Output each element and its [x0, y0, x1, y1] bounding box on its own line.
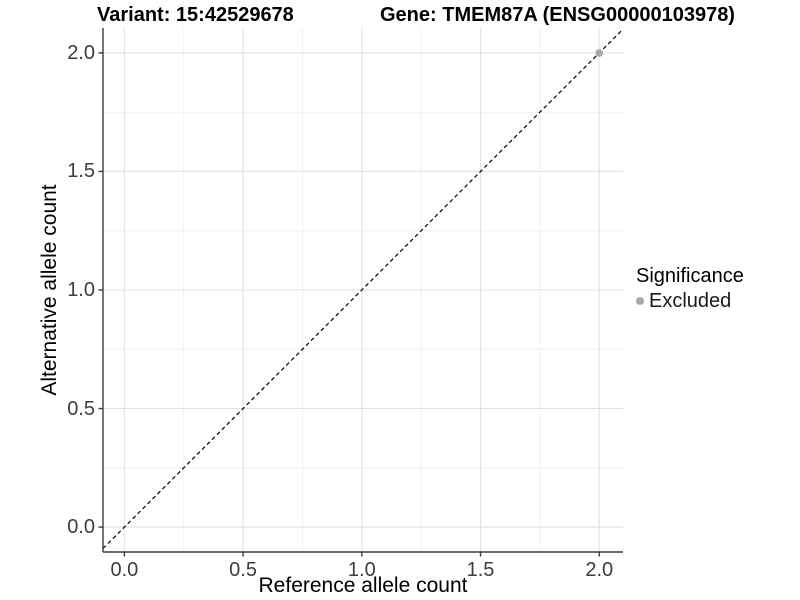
- x-tick-label: 1.0: [347, 559, 376, 581]
- y-tick-label: 1.5: [67, 160, 95, 183]
- y-tick-label: 2.0: [67, 41, 95, 64]
- legend-key-point-icon: [636, 297, 644, 305]
- legend: Significance Excluded: [636, 264, 744, 313]
- legend-item-excluded: Excluded: [636, 289, 744, 313]
- x-tick-label: 0.5: [229, 559, 257, 581]
- plot-title-variant: Variant: 15:42529678: [97, 4, 294, 26]
- y-tick-label: 0.0: [67, 516, 95, 539]
- y-axis-title: Alternative allele count: [38, 184, 61, 396]
- x-tick-label: 0.0: [110, 559, 139, 581]
- identity-dashed-line: [102, 28, 624, 549]
- data-point-excluded: [595, 49, 604, 57]
- y-tick-label: 1.0: [67, 279, 95, 301]
- x-tick-label: 1.5: [466, 559, 495, 581]
- legend-item-label: Excluded: [649, 290, 732, 312]
- legend-title: Significance: [636, 265, 744, 287]
- x-tick-label: 2.0: [585, 559, 614, 581]
- y-tick-label: 0.5: [67, 397, 95, 420]
- plot-title-gene: Gene: TMEM87A (ENSG00000103978): [380, 4, 735, 26]
- x-axis-title: Reference allele count: [258, 574, 468, 597]
